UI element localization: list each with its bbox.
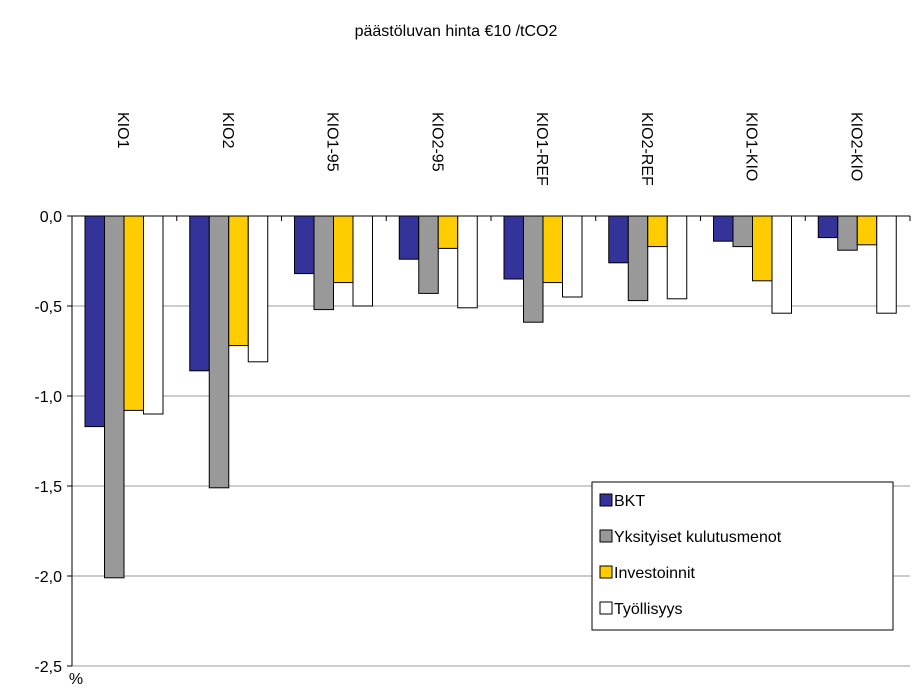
bar (817, 215, 839, 239)
bar (418, 215, 439, 294)
bar (666, 215, 688, 300)
y-tick-label: -2,5 (34, 659, 62, 676)
bar (143, 215, 164, 415)
y-tick-label: -0,5 (34, 299, 62, 316)
legend-label: BKT (614, 493, 645, 510)
legend-swatch (599, 529, 613, 543)
x-tick-label: KIO2-REF (638, 112, 655, 186)
bar (208, 215, 230, 489)
y-tick-label: -1,0 (34, 389, 62, 406)
bar (437, 215, 459, 249)
y-tick-label: -2,0 (34, 569, 62, 586)
x-tick-label: KIO1-REF (533, 112, 550, 186)
y-axis-label: % (69, 671, 83, 688)
bar (856, 215, 878, 246)
x-tick-label: KIO1-KIO (743, 112, 760, 181)
chart-title: päästöluvan hinta €10 /tCO2 (355, 23, 558, 40)
bar (247, 215, 269, 363)
x-tick-label: KIO2-KIO (847, 112, 864, 181)
legend-swatch (599, 601, 613, 615)
legend-label: Investoinnit (614, 565, 695, 582)
x-tick-label: KIO1-95 (324, 112, 341, 172)
bar (608, 215, 629, 264)
bar (84, 215, 105, 428)
bar (189, 215, 210, 372)
legend-box (591, 481, 894, 631)
bar (313, 215, 334, 311)
bar (228, 215, 249, 347)
bar (542, 215, 563, 284)
bar (523, 215, 544, 323)
legend-swatch (599, 565, 613, 579)
y-tick-label: -1,5 (34, 479, 62, 496)
bar (771, 215, 792, 314)
bar (333, 215, 354, 284)
bar (627, 215, 649, 302)
bar (713, 215, 734, 242)
bar (123, 215, 144, 411)
legend-label: Yksityiset kulutusmenot (614, 529, 782, 546)
bar (732, 215, 753, 248)
bar (752, 215, 773, 282)
legend-label: Työllisyys (614, 601, 682, 618)
bar (457, 215, 478, 309)
bar (876, 215, 897, 314)
bar (352, 215, 373, 307)
y-tick-label: 0,0 (40, 209, 62, 226)
bar (647, 215, 668, 248)
bar (503, 215, 524, 280)
x-tick-label: KIO2 (219, 112, 236, 149)
bar (398, 215, 420, 260)
legend-swatch (599, 493, 613, 507)
bar (104, 215, 125, 579)
bar (562, 215, 583, 298)
x-tick-label: KIO2-95 (428, 112, 445, 172)
bar (294, 215, 315, 275)
x-tick-label: KIO1 (114, 112, 131, 149)
bar (837, 215, 858, 251)
